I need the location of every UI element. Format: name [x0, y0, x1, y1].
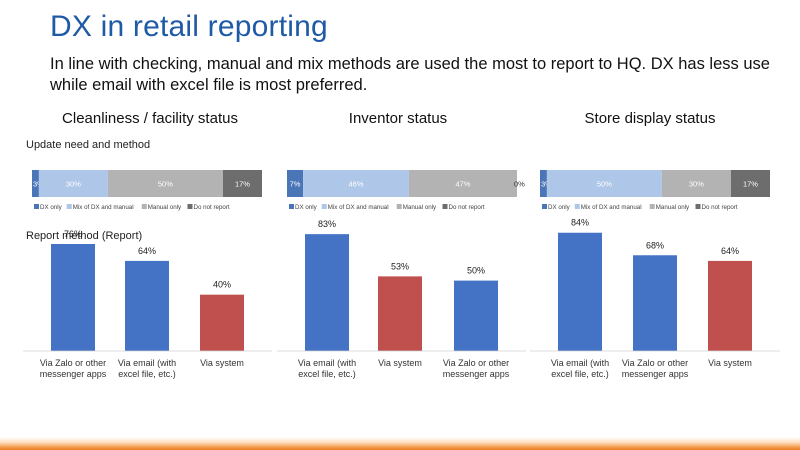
category-label: Via email (with excel file, etc.)	[298, 358, 356, 379]
stacked-data-label: 50%	[158, 180, 173, 189]
legend-swatch	[187, 204, 193, 209]
legend-label: Manual only	[403, 204, 437, 211]
stacked-data-label: 17%	[235, 180, 250, 189]
legend-label: Do not report	[702, 204, 738, 211]
stacked-segment	[546, 170, 662, 197]
legend-label: Mix of DX and manual	[73, 204, 134, 211]
panel-title-inventory: Inventor status	[348, 110, 448, 127]
category-label: Via email (with excel file, etc.)	[551, 358, 609, 379]
category-label-line: messenger apps	[40, 369, 107, 379]
bar	[200, 294, 244, 351]
slide-subtitle: In line with checking, manual and mix me…	[50, 55, 770, 94]
stacked-data-label: 46%	[348, 180, 363, 189]
stacked-segment	[32, 170, 39, 197]
stacked-data-label: 3%	[541, 180, 552, 189]
report-section-label: Report method (Report)	[26, 230, 143, 242]
legend-label: DX only	[548, 204, 571, 211]
bottom-accent-bar	[0, 437, 800, 450]
category-label: Via email (with excel file, etc.)	[118, 358, 176, 379]
legend-swatch	[321, 204, 327, 209]
legend-swatch	[574, 204, 580, 209]
category-label-line: Via system	[378, 358, 422, 368]
legend-swatch	[542, 204, 547, 209]
legend-label: DX only	[40, 204, 63, 211]
bar	[51, 244, 95, 351]
bar-data-label: 53%	[391, 261, 409, 271]
stacked-data-label: 47%	[455, 180, 470, 189]
stacked-data-label: 7%	[290, 180, 301, 189]
legend-label: Mix of DX and manual	[581, 204, 642, 211]
legend-label: DX only	[295, 204, 318, 211]
bar	[708, 260, 752, 351]
category-label-line: excel file, etc.)	[298, 369, 356, 379]
stacked-data-label: 30%	[66, 180, 81, 189]
stacked-data-label: 3%	[33, 180, 44, 189]
stacked-segment	[540, 170, 547, 197]
bar	[378, 276, 422, 351]
bar-data-label: 83%	[318, 219, 336, 229]
stacked-segment	[303, 170, 409, 197]
bar	[305, 234, 349, 351]
legend-label: Do not report	[449, 204, 485, 211]
bar-data-label: 84%	[571, 218, 589, 228]
bar	[454, 280, 498, 351]
legend-swatch	[649, 204, 655, 209]
stacked-data-label: 30%	[689, 180, 704, 189]
legend-label: Manual only	[148, 204, 182, 211]
legend-swatch	[66, 204, 72, 209]
category-label-line: Via email (with	[118, 358, 176, 368]
bar-data-label: 50%	[467, 266, 485, 276]
legend-label: Do not report	[194, 204, 230, 211]
category-label-line: Via Zalo or other	[622, 358, 688, 368]
legend-swatch	[442, 204, 448, 209]
stacked-segment	[38, 170, 108, 197]
category-label-line: Via Zalo or other	[443, 358, 509, 368]
category-label-line: excel file, etc.)	[551, 369, 609, 379]
stacked-segment	[287, 170, 304, 197]
category-label: Via Zalo or other messenger apps	[443, 358, 510, 379]
bar-data-label: 68%	[646, 240, 664, 250]
legend-swatch	[141, 204, 147, 209]
legend-swatch	[695, 204, 701, 209]
category-label-line: messenger apps	[443, 369, 510, 379]
bar-data-label: 64%	[138, 246, 156, 256]
panel-title-store-display: Store display status	[584, 110, 716, 127]
bar	[633, 255, 677, 351]
update-section-label: Update need and method	[26, 139, 151, 151]
category-label-line: excel file, etc.)	[118, 369, 176, 379]
legend-swatch	[34, 204, 39, 209]
bar-data-label: 76%	[64, 229, 82, 239]
bar	[558, 232, 602, 351]
panel-title-cleanliness: Cleanliness / facility status	[62, 110, 238, 127]
legend-label: Mix of DX and manual	[328, 204, 389, 211]
legend-swatch	[289, 204, 294, 209]
category-label: Via system	[708, 358, 752, 368]
category-label-line: Via email (with	[298, 358, 356, 368]
category-label-line: Via system	[200, 358, 244, 368]
category-label-line: Via Zalo or other	[40, 358, 106, 368]
category-label-line: Via email (with	[551, 358, 609, 368]
stacked-data-label: 50%	[597, 180, 612, 189]
legend-label: Manual only	[656, 204, 690, 211]
stacked-data-label: 0%	[514, 180, 525, 189]
category-label: Via system	[200, 358, 244, 368]
bar-data-label: 64%	[721, 246, 739, 256]
stacked-segment	[408, 170, 517, 197]
stacked-segment	[730, 170, 770, 197]
category-label-line: messenger apps	[622, 369, 689, 379]
stacked-data-label: 17%	[743, 180, 758, 189]
category-label: Via Zalo or other messenger apps	[622, 358, 689, 379]
stacked-segment	[222, 170, 262, 197]
category-label-line: Via system	[708, 358, 752, 368]
category-label: Via Zalo or other messenger apps	[40, 358, 107, 379]
stacked-segment	[661, 170, 731, 197]
bar	[125, 260, 169, 351]
bar-data-label: 40%	[213, 280, 231, 290]
category-label: Via system	[378, 358, 422, 368]
slide-title: DX in retail reporting	[50, 10, 328, 43]
legend-swatch	[396, 204, 402, 209]
stacked-segment	[107, 170, 223, 197]
